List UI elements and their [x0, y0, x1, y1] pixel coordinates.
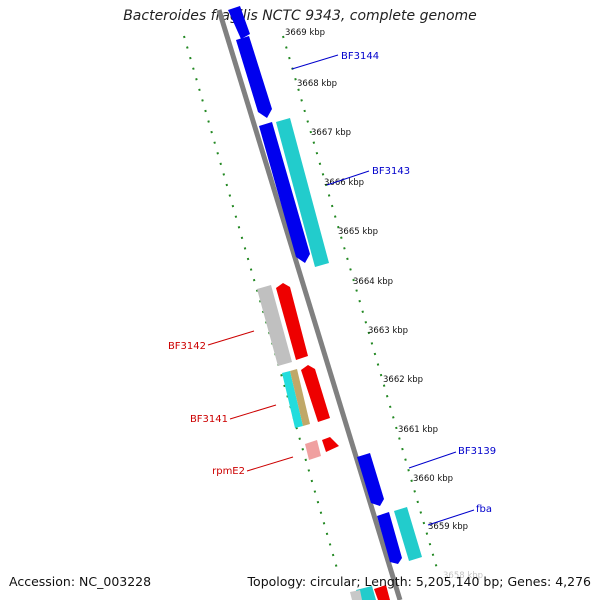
tick-label: 3658 kbp [443, 571, 483, 581]
genes-label: Genes: [507, 574, 552, 589]
label-leader-line [229, 404, 277, 420]
map-title: Bacteroides fragilis NCTC 9343, complete… [123, 8, 477, 24]
label-leader-line [291, 54, 339, 70]
inner-ruler [183, 35, 339, 573]
label-leader-line [207, 330, 255, 346]
tan-feature [290, 369, 310, 426]
label-leader-line [326, 170, 370, 186]
forward-cds-arrow [236, 36, 272, 118]
genome-backbone [216, 9, 403, 600]
tick-label: 3659 kbp [428, 522, 468, 532]
forward-cds-arrow [259, 122, 310, 263]
reverse-cds-arrow [276, 283, 308, 360]
gene-label: BF3139 [458, 446, 496, 457]
cyan-feature [276, 118, 329, 267]
topology-value: circular [310, 574, 357, 589]
gene-label: BF3141 [190, 414, 228, 425]
reverse-cds-arrow [374, 585, 390, 600]
forward-cds-arrow [377, 512, 402, 564]
tick-label: 3665 kbp [338, 227, 378, 237]
length-label: Length: [364, 574, 412, 589]
accession-value: NC_003228 [79, 574, 152, 589]
tick-label: 3668 kbp [297, 79, 337, 89]
label-leader-line [246, 456, 294, 472]
genome-stats: Topology: circular; Length: 5,205,140 bp… [247, 574, 591, 589]
cyan-feature [394, 507, 422, 561]
accession-info: Accession: NC_003228 [9, 574, 151, 589]
tick-label: 3667 kbp [311, 128, 351, 138]
gene-label: BF3142 [168, 341, 206, 352]
tick-label: 3661 kbp [398, 425, 438, 435]
gene-label: rpmE2 [212, 466, 245, 477]
grey-feature [257, 285, 292, 366]
forward-cds-arrow [357, 453, 384, 506]
gene-label: BF3143 [372, 166, 410, 177]
tick-label: 3660 kbp [413, 474, 453, 484]
tick-label: 3666 kbp [324, 178, 364, 188]
tick-label: 3664 kbp [353, 277, 393, 287]
tick-label: 3663 kbp [368, 326, 408, 336]
forward-cds-arrow [228, 6, 250, 39]
genes-value: 4,276 [555, 574, 591, 589]
accession-label: Accession: [9, 574, 76, 589]
gene-label: fba [476, 504, 492, 515]
pink-feature [305, 440, 321, 460]
length-value: 5,205,140 bp [415, 574, 500, 589]
gene-label: BF3144 [341, 51, 379, 62]
topology-label: Topology: [247, 574, 307, 589]
label-leader-line [427, 509, 475, 526]
label-leader-line [408, 451, 457, 469]
grey-feature [350, 590, 362, 600]
tick-label: 3662 kbp [383, 375, 423, 385]
tick-label: 3669 kbp [285, 28, 325, 38]
reverse-cds-arrow [301, 365, 330, 422]
reverse-cds-arrow [322, 437, 339, 452]
cyan-feature [282, 371, 303, 428]
outer-ruler [282, 35, 439, 573]
